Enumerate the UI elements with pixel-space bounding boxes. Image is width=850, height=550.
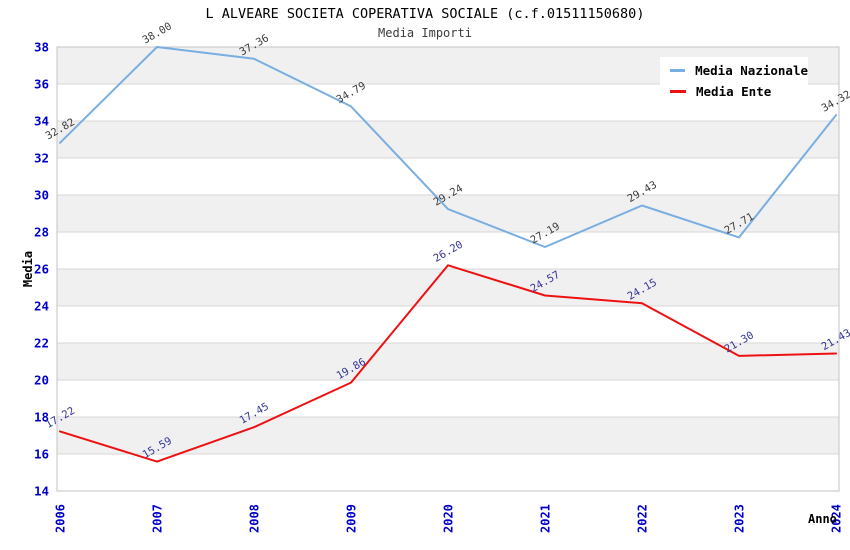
y-axis-title: Media: [21, 250, 35, 288]
x-axis-title: Anno: [808, 512, 837, 526]
x-tick-label: 2021: [539, 504, 553, 533]
legend-line-swatch: [670, 69, 686, 72]
plot-border: [56, 46, 840, 492]
legend-item-label: Media Ente: [696, 84, 772, 99]
plot-band: [57, 121, 839, 158]
y-tick-label: 20: [34, 373, 49, 388]
legend-item: Media Nazionale: [670, 63, 808, 78]
x-tick-label: 2006: [54, 504, 68, 533]
x-tick-label: 2009: [345, 504, 359, 533]
plot-band: [57, 232, 839, 269]
value-label: 38.00: [141, 20, 174, 46]
legend-item: Media Ente: [670, 84, 808, 99]
y-tick-label: 38: [34, 40, 49, 55]
legend-line-swatch: [670, 90, 686, 93]
y-tick-label: 26: [34, 262, 49, 277]
x-tick-label: 2023: [733, 504, 747, 533]
y-tick-label: 28: [34, 225, 49, 240]
chart-title: L ALVEARE SOCIETA COPERATIVA SOCIALE (c.…: [205, 6, 645, 22]
y-tick-label: 18: [34, 410, 49, 425]
y-tick-label: 32: [34, 151, 49, 166]
plot-band: [57, 195, 839, 232]
y-tick-label: 34: [34, 114, 49, 129]
x-tick-label: 2020: [442, 504, 456, 533]
x-tick-label: 2022: [636, 504, 650, 533]
chart-subtitle: Media Importi: [378, 26, 472, 40]
legend: Media Nazionale Media Ente: [660, 57, 808, 105]
plot-band: [57, 454, 839, 491]
plot-band: [57, 269, 839, 306]
legend-item-label: Media Nazionale: [695, 63, 808, 78]
y-tick-label: 16: [34, 447, 49, 462]
y-tick-label: 30: [34, 188, 49, 203]
x-tick-label: 2007: [151, 504, 165, 533]
y-tick-label: 14: [34, 484, 49, 499]
y-tick-label: 22: [34, 336, 49, 351]
x-tick-label: 2008: [248, 504, 262, 533]
plot-band: [57, 343, 839, 380]
plot-band: [57, 380, 839, 417]
series-line-media-nazionale: [59, 46, 837, 248]
plot-band: [57, 306, 839, 343]
x-tick-label: 2024: [830, 504, 844, 533]
series-line-media-ente: [59, 264, 837, 463]
y-tick-label: 24: [34, 299, 49, 314]
plot-band: [57, 417, 839, 454]
plot-band: [57, 158, 839, 195]
y-tick-label: 36: [34, 77, 49, 92]
